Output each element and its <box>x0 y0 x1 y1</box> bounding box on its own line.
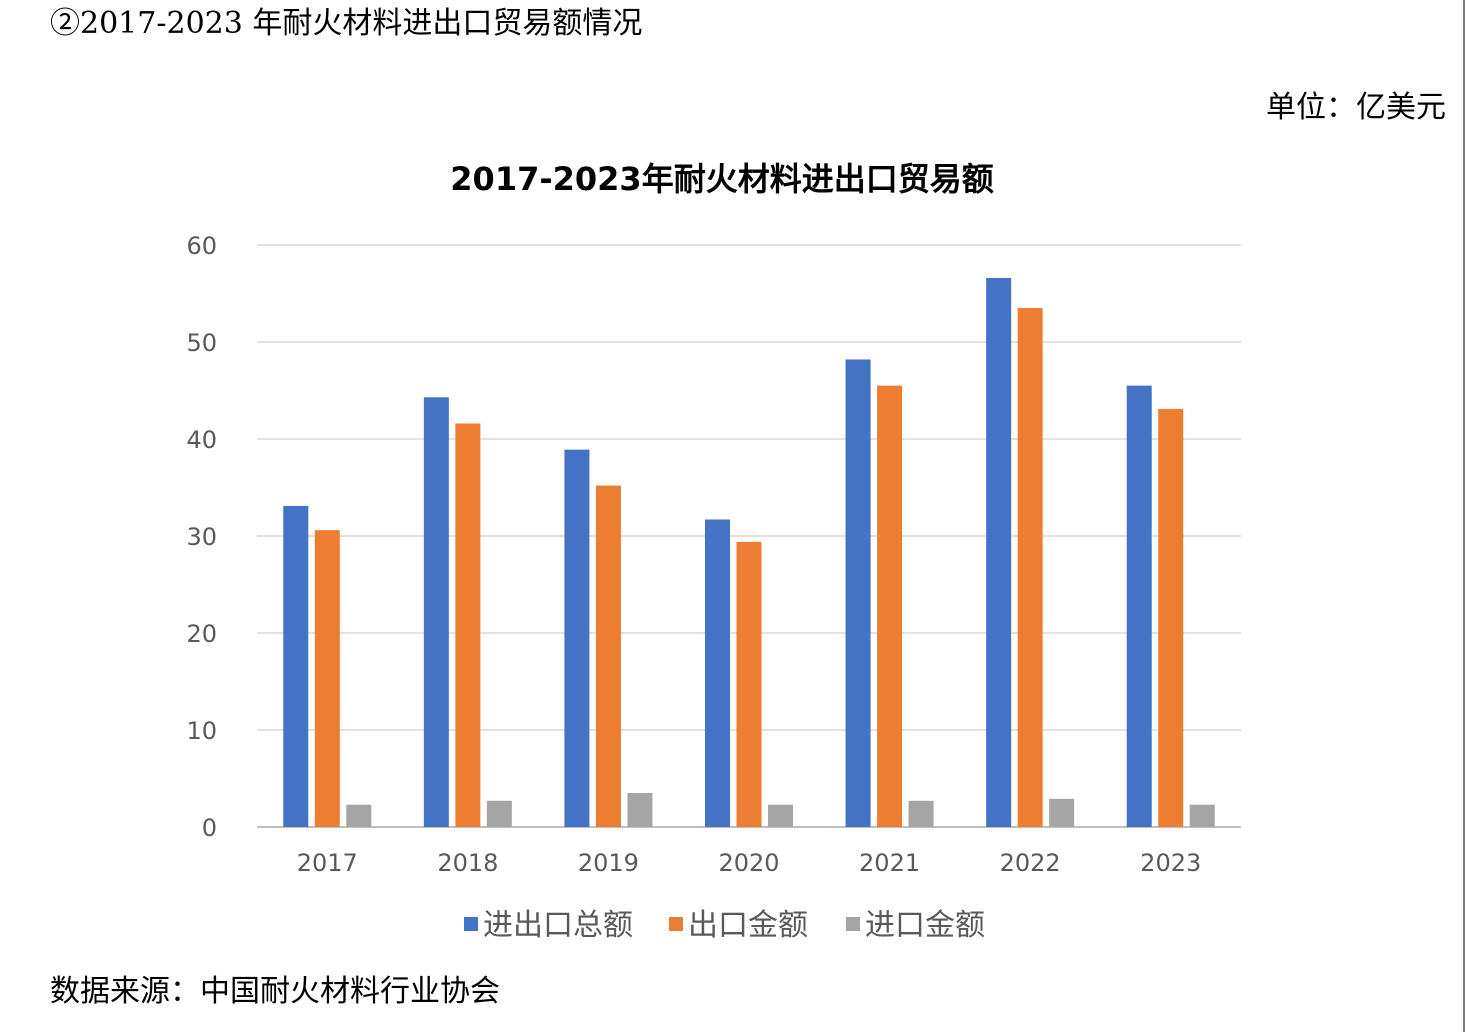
bar-2019-0 <box>564 449 590 827</box>
y-tick-label: 60 <box>186 232 217 260</box>
legend-label: 出口金额 <box>688 908 808 943</box>
x-tick-label: 2018 <box>437 849 498 877</box>
legend-label: 进口金额 <box>865 908 985 943</box>
legend-swatch <box>669 917 683 931</box>
bar-2021-0 <box>845 359 871 827</box>
x-axis-ticks: 2017 2018 2019 2020 2021 2022 2023 <box>297 849 1202 877</box>
legend-swatch <box>846 917 860 931</box>
y-tick-label: 10 <box>186 717 217 745</box>
bar-2021-1 <box>877 385 903 827</box>
bar-2020-0 <box>705 519 730 827</box>
x-tick-label: 2023 <box>1140 849 1201 877</box>
x-tick-label: 2022 <box>1000 849 1061 877</box>
y-tick-label: 0 <box>202 814 217 842</box>
bar-2018-1 <box>455 423 481 827</box>
bar-2023-0 <box>1126 385 1152 827</box>
bar-2022-2 <box>1049 798 1075 827</box>
y-axis-ticks: 0 10 20 30 40 50 60 <box>186 232 217 842</box>
bar-2017-2 <box>346 804 372 827</box>
bar-2023-1 <box>1158 408 1184 827</box>
page-edge-line <box>1463 0 1465 1032</box>
bar-2018-0 <box>423 397 449 827</box>
bar-2020-2 <box>768 804 793 827</box>
bar-2017-0 <box>283 505 309 827</box>
bar-2021-2 <box>908 800 934 827</box>
bar-2023-2 <box>1189 804 1215 827</box>
bar-2017-1 <box>314 530 340 827</box>
chart-legend: 进出口总额 出口金额 进口金额 <box>464 908 985 943</box>
bar-2022-1 <box>1017 308 1043 827</box>
data-source: 数据来源：中国耐火材料行业协会 <box>50 974 500 1009</box>
bar-2018-2 <box>486 800 512 827</box>
bar-2019-2 <box>627 793 653 827</box>
chart-title: 2017-2023年耐火材料进出口贸易额 <box>450 160 993 198</box>
bar-2022-0 <box>986 277 1012 828</box>
chart-bars <box>283 277 1215 828</box>
bar-2020-1 <box>736 541 762 827</box>
unit-label: 单位：亿美元 <box>1266 90 1446 125</box>
bar-2019-1 <box>595 485 621 827</box>
y-tick-label: 30 <box>186 523 217 551</box>
legend-label: 进出口总额 <box>483 908 633 943</box>
x-tick-label: 2017 <box>297 849 358 877</box>
legend-swatch <box>464 917 478 931</box>
x-tick-label: 2019 <box>578 849 639 877</box>
y-tick-label: 50 <box>186 329 217 357</box>
x-tick-label: 2021 <box>859 849 920 877</box>
section-heading: ②2017-2023 年耐火材料进出口贸易额情况 <box>50 6 643 41</box>
y-tick-label: 20 <box>186 620 217 648</box>
y-tick-label: 40 <box>186 426 217 454</box>
x-tick-label: 2020 <box>718 849 779 877</box>
